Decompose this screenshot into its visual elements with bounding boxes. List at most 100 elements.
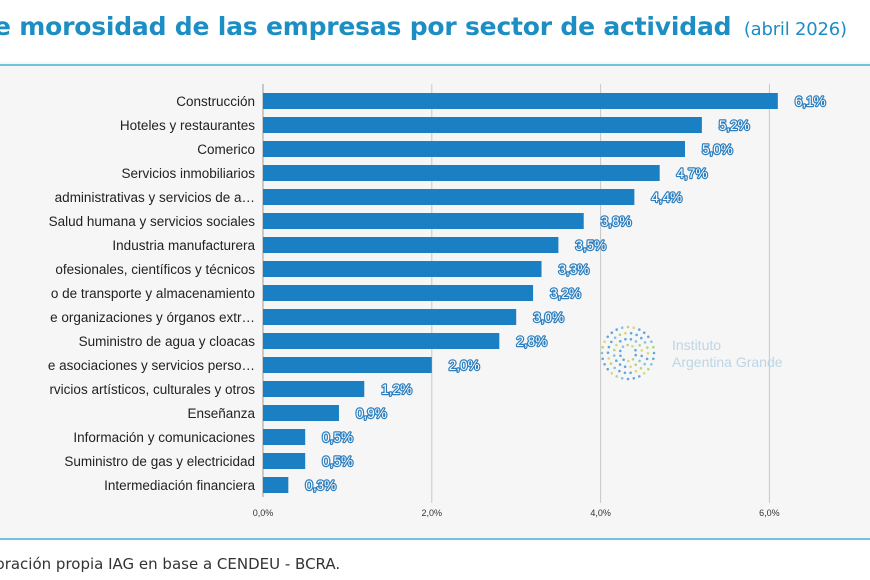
bar bbox=[263, 357, 432, 373]
chart-title: e morosidad de las empresas por sector d… bbox=[0, 12, 847, 41]
logo-dot bbox=[624, 331, 627, 335]
logo-dot bbox=[646, 352, 650, 355]
data-label: 0,9% bbox=[356, 406, 387, 421]
category-label: Enseñanza bbox=[187, 406, 255, 421]
logo-dot bbox=[607, 345, 611, 349]
category-label: Suministro de agua y cloacas bbox=[79, 334, 256, 349]
logo-dot bbox=[627, 359, 630, 363]
logo-dot bbox=[613, 366, 616, 370]
logo-dot bbox=[652, 345, 655, 349]
bar bbox=[263, 333, 500, 349]
bar bbox=[263, 141, 685, 157]
logo-dot bbox=[640, 354, 643, 358]
logo-dot bbox=[639, 367, 643, 370]
category-label: Salud humana y servicios sociales bbox=[49, 214, 256, 229]
category-label: Intermediación financiera bbox=[104, 478, 255, 493]
category-label: Información y comunicaciones bbox=[73, 430, 255, 445]
logo-dot bbox=[626, 343, 629, 347]
logo-dot bbox=[640, 349, 644, 352]
logo-dot bbox=[650, 363, 653, 366]
logo-dot bbox=[647, 335, 650, 339]
chart-subtitle: (abril 2026) bbox=[743, 19, 847, 40]
logo-dot bbox=[613, 336, 617, 340]
bar bbox=[263, 453, 306, 469]
logo-dot bbox=[643, 341, 647, 344]
chart-title-main: e morosidad de las empresas por sector d… bbox=[0, 12, 732, 41]
logo-dot bbox=[631, 345, 634, 348]
logo-dot bbox=[634, 370, 638, 373]
category-label: e asociaciones y servicios perso… bbox=[48, 358, 255, 373]
bottom-rule bbox=[0, 538, 870, 540]
category-label: ofesionales, científicos y técnicos bbox=[55, 262, 255, 277]
bar-chart: 0,0% 2,0% 4,0% 6,0% Construcción 6,1% Hoteles … bbox=[48, 84, 827, 518]
logo-dot bbox=[619, 354, 622, 358]
x-tick-label: 0,0% bbox=[253, 508, 274, 518]
logo-dot bbox=[645, 357, 649, 361]
category-label: Suministro de gas y electricidad bbox=[64, 454, 255, 469]
bar bbox=[263, 405, 339, 421]
x-tick-label: 4,0% bbox=[590, 508, 611, 518]
data-label: 3,2% bbox=[550, 286, 581, 301]
data-label: 3,0% bbox=[533, 310, 564, 325]
logo-dot bbox=[629, 338, 633, 341]
category-label: Hoteles y restaurantes bbox=[120, 118, 255, 133]
data-label: 6,1% bbox=[795, 94, 826, 109]
data-label: 2,0% bbox=[449, 358, 480, 373]
data-label: 5,2% bbox=[719, 118, 750, 133]
logo-dot bbox=[601, 345, 604, 349]
bar bbox=[263, 309, 517, 325]
logo-dot bbox=[609, 362, 613, 365]
data-label: 0,5% bbox=[322, 430, 353, 445]
logo-dot bbox=[632, 377, 636, 380]
category-label: Construcción bbox=[176, 94, 255, 109]
logo-dot bbox=[619, 349, 622, 353]
logo-dot bbox=[632, 326, 636, 330]
top-rule bbox=[0, 64, 870, 66]
watermark-line-2: Argentina Grande bbox=[672, 354, 783, 370]
logo-dot bbox=[638, 344, 641, 347]
logo-dot bbox=[634, 353, 637, 357]
logo-dot bbox=[626, 377, 630, 381]
logo-dot bbox=[652, 357, 655, 361]
logo-dot bbox=[610, 372, 614, 375]
logo-dot bbox=[606, 367, 609, 371]
logo-dot bbox=[634, 363, 637, 367]
logo-dot bbox=[618, 363, 622, 366]
logo-dot bbox=[606, 351, 610, 355]
bar bbox=[263, 117, 702, 133]
logo-dot bbox=[620, 326, 624, 330]
data-label: 4,7% bbox=[677, 166, 708, 181]
watermark-text: Instituto Argentina Grande bbox=[672, 337, 783, 371]
logo-dot bbox=[623, 365, 627, 369]
logo-dot bbox=[626, 325, 630, 329]
data-label: 3,5% bbox=[575, 238, 606, 253]
logo-dot bbox=[647, 367, 650, 371]
logo-icon bbox=[600, 325, 656, 381]
logo-dot bbox=[603, 340, 606, 344]
category-label: e organizaciones y órganos extr… bbox=[50, 310, 255, 325]
data-label: 5,0% bbox=[702, 142, 733, 157]
category-label: Industria manufacturera bbox=[112, 238, 255, 253]
watermark-line-1: Instituto bbox=[672, 337, 722, 353]
logo-dot bbox=[621, 345, 625, 349]
bar bbox=[263, 261, 542, 277]
x-tick-label: 2,0% bbox=[422, 508, 443, 518]
bar bbox=[263, 237, 559, 253]
logo-dot bbox=[613, 348, 616, 352]
logo-dot bbox=[643, 362, 646, 366]
logo-dot bbox=[635, 333, 638, 337]
data-label: 3,3% bbox=[559, 262, 590, 277]
bar bbox=[263, 429, 306, 445]
logo-dot bbox=[634, 340, 638, 343]
logo-dot bbox=[629, 331, 633, 335]
logo-dot bbox=[600, 351, 604, 355]
logo-dot bbox=[634, 348, 637, 352]
data-label: 4,4% bbox=[651, 190, 682, 205]
logo-dot bbox=[615, 343, 618, 347]
logo-dot bbox=[638, 359, 641, 363]
x-tick-label: 6,0% bbox=[759, 508, 780, 518]
category-label: Servicios inmobiliarios bbox=[121, 166, 255, 181]
logo-dot bbox=[638, 328, 641, 331]
logo-dot bbox=[629, 365, 632, 369]
logo-dot bbox=[646, 346, 649, 349]
